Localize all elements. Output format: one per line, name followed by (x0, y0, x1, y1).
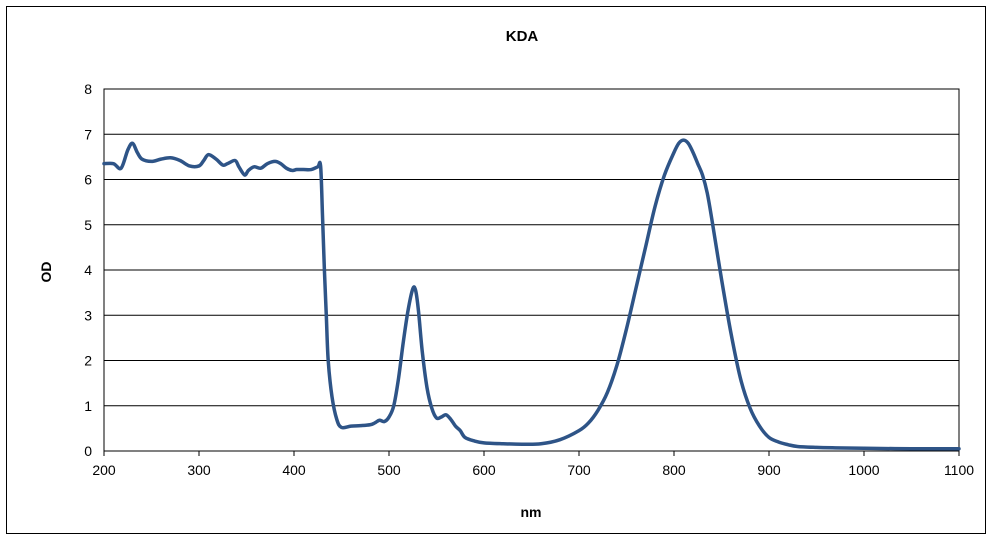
gridlines (103, 88, 960, 456)
y-tick-label: 3 (84, 307, 92, 323)
series-line (102, 138, 961, 451)
x-axis-label: nm (521, 504, 542, 520)
x-tick-label: 300 (187, 462, 211, 478)
y-axis-label: OD (38, 262, 54, 283)
chart-frame: KDA 0 1 2 3 4 5 6 7 8 200 300 400 500 600 700 800 900 100… (6, 6, 986, 534)
x-tick-label: 600 (472, 462, 496, 478)
x-tick-label: 700 (567, 462, 591, 478)
y-tick-label: 2 (84, 353, 92, 369)
y-tick-label: 0 (84, 443, 92, 459)
x-tick-label: 500 (377, 462, 401, 478)
x-tick-label: 1100 (944, 462, 974, 478)
y-tick-label: 4 (84, 262, 92, 278)
x-tick-label: 400 (282, 462, 306, 478)
x-tick-label: 800 (662, 462, 686, 478)
x-tick-label: 1000 (848, 462, 879, 478)
plot-area (103, 88, 960, 452)
x-tick-label: 900 (757, 462, 781, 478)
series-layer (102, 138, 961, 451)
tick-labels: 0 1 2 3 4 5 6 7 8 200 300 400 500 600 700 800 900 1000 110… (84, 81, 974, 478)
y-tick-label: 8 (84, 81, 92, 97)
y-tick-label: 7 (84, 126, 92, 142)
y-tick-label: 1 (84, 398, 92, 414)
x-tick-label: 200 (92, 462, 116, 478)
y-tick-label: 5 (84, 217, 92, 233)
chart-svg: KDA 0 1 2 3 4 5 6 7 8 200 300 400 500 600 700 800 900 100… (38, 28, 974, 520)
y-tick-label: 6 (84, 172, 92, 188)
chart-title: KDA (506, 28, 539, 45)
